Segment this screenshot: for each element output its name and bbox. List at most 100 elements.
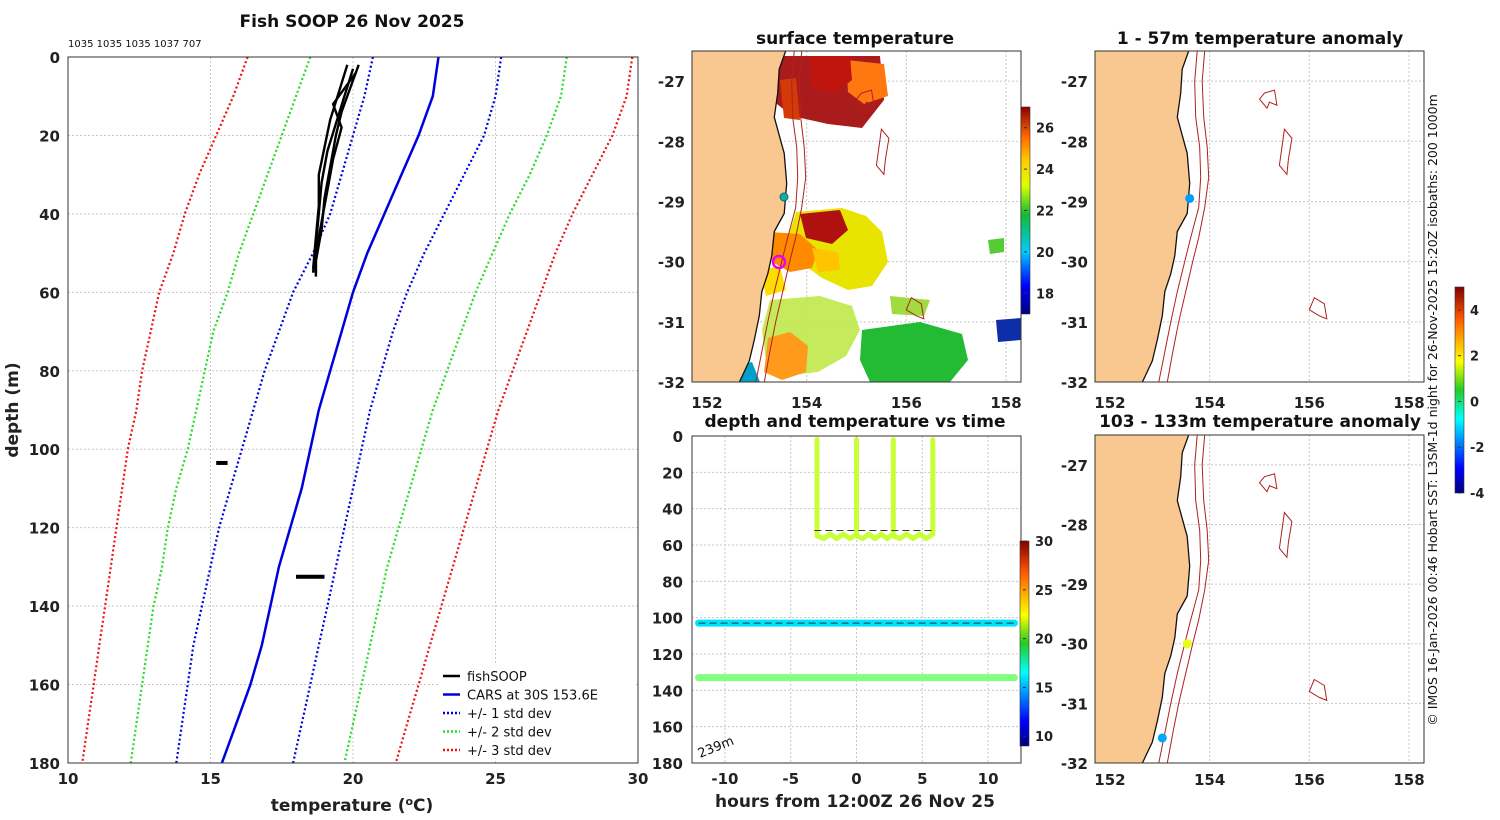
colorbar-tick-label: 2 bbox=[1470, 350, 1479, 365]
seamount-isobath bbox=[1278, 511, 1293, 559]
profile-curve--2-std-dev bbox=[343, 56, 568, 764]
seamount-isobath bbox=[1258, 473, 1278, 493]
map-lat-tick-label: -31 bbox=[658, 314, 685, 332]
map-lat-tick-label: -28 bbox=[658, 133, 685, 151]
profile-y-tick-label: 20 bbox=[39, 127, 60, 145]
profile-y-tick-label: 140 bbox=[29, 598, 60, 616]
map-lat-tick-label: -32 bbox=[658, 374, 685, 392]
profile-x-tick-label: 30 bbox=[628, 770, 649, 788]
colorbar-tick-label: 10 bbox=[1035, 730, 1053, 745]
profile-y-ticks: 0 20 40 60 80 100 120 140 160 180 bbox=[29, 49, 60, 773]
profile-panel: Fish SOOP 26 Nov 2025 1035 1035 1035 103… bbox=[3, 12, 648, 816]
sst-field bbox=[728, 56, 1021, 382]
time-series-panel: depth and temperature vs time -10 -5 0 5 100… bbox=[652, 412, 1053, 812]
ts-y-tick-label: 100 bbox=[652, 610, 683, 628]
anomaly2-isobaths bbox=[1158, 435, 1328, 763]
colorbar-tick-label: -2 bbox=[1470, 441, 1484, 456]
map-lat-tick-label: -32 bbox=[1061, 755, 1088, 773]
map-lon-tick-label: 154 bbox=[1194, 771, 1225, 789]
anomaly-point bbox=[1182, 639, 1192, 649]
map-lon-tick-label: 152 bbox=[1094, 771, 1125, 789]
profile-x-tick-label: 15 bbox=[200, 770, 221, 788]
map-lat-tick-label: -30 bbox=[658, 254, 685, 272]
ts-x-tick-label: -10 bbox=[711, 770, 738, 788]
sst-isobaths bbox=[755, 51, 925, 382]
map-lat-tick-label: -28 bbox=[1061, 133, 1088, 151]
anomaly1-coastline bbox=[1095, 51, 1191, 382]
profile-curve-cars-at-30s-153-6e bbox=[220, 56, 440, 764]
sst-map-panel: surface temperature bbox=[658, 29, 1054, 412]
anomaly2-points bbox=[1157, 639, 1192, 743]
ts-x-tick-label: 10 bbox=[978, 770, 999, 788]
anomaly1-axes-frame bbox=[1094, 50, 1425, 383]
anomaly1-points bbox=[1185, 193, 1195, 203]
ts-xlabel: hours from 12:00Z 26 Nov 25 bbox=[715, 792, 995, 812]
map-lat-tick-label: -29 bbox=[1061, 193, 1088, 211]
ts-y-tick-label: 160 bbox=[652, 719, 683, 737]
anomaly-point bbox=[1185, 193, 1195, 203]
isobath-1000m bbox=[763, 51, 807, 382]
profile-curve--3-std-dev bbox=[394, 56, 634, 764]
seamount-isobath bbox=[1258, 89, 1278, 110]
ts-series bbox=[695, 437, 1018, 682]
ts-title: depth and temperature vs time bbox=[705, 412, 1006, 432]
ts-colorbar-ticks: 30 25 20 15 10 bbox=[1023, 535, 1053, 745]
map-lat-tick-label: -27 bbox=[1061, 457, 1088, 475]
profile-x-ticks: 10 15 20 25 30 bbox=[58, 770, 649, 788]
colorbar-tick-label: 30 bbox=[1035, 535, 1053, 550]
map-lon-tick-label: 158 bbox=[1393, 394, 1424, 412]
profile-y-tick-label: 100 bbox=[29, 441, 60, 459]
legend-box bbox=[438, 664, 634, 758]
profile-title: Fish SOOP 26 Nov 2025 bbox=[240, 12, 465, 32]
fishsoop-profile-line bbox=[314, 71, 357, 273]
seamount-isobath bbox=[905, 296, 925, 320]
colorbar-tick-label: 18 bbox=[1036, 287, 1054, 302]
anomaly1-isobaths bbox=[1158, 51, 1328, 382]
anomaly2-coastline bbox=[1095, 435, 1191, 763]
profile-legend: fishSOOP CARS at 30S 153.6E +/- 1 std dev +… bbox=[438, 664, 634, 759]
map-lon-tick-label: 152 bbox=[1094, 394, 1125, 412]
map-lon-tick-label: 156 bbox=[1294, 394, 1325, 412]
ts-y-tick-label: 80 bbox=[662, 573, 683, 591]
map-lat-tick-label: -27 bbox=[658, 73, 685, 91]
isobath-200m bbox=[755, 51, 799, 382]
ts-y-tick-label: 120 bbox=[652, 646, 683, 664]
map-lat-tick-label: -30 bbox=[1061, 636, 1088, 654]
colorbar-tick-label: 25 bbox=[1035, 584, 1053, 599]
profile-axes-frame bbox=[67, 56, 639, 764]
map-lon-tick-label: 158 bbox=[1393, 771, 1424, 789]
legend-entry-label: +/- 1 std dev bbox=[467, 707, 552, 722]
map-lon-tick-label: 152 bbox=[691, 394, 722, 412]
ts-y-tick-label: 20 bbox=[662, 464, 683, 482]
legend-entry-label: +/- 3 std dev bbox=[467, 744, 552, 759]
seamount-isobath bbox=[855, 89, 875, 110]
sst-map-area bbox=[692, 51, 1021, 382]
map-lon-tick-label: 156 bbox=[1294, 771, 1325, 789]
map-lat-tick-label: -31 bbox=[1061, 695, 1088, 713]
ts-y-tick-label: 40 bbox=[662, 501, 683, 519]
anomaly-colorbar bbox=[1454, 286, 1465, 494]
anomaly1-title: 1 - 57m temperature anomaly bbox=[1117, 29, 1403, 49]
map-lon-tick-label: 154 bbox=[791, 394, 822, 412]
profile-curve--1-std-dev bbox=[292, 56, 503, 764]
profile-curves bbox=[81, 56, 634, 764]
colorbar-tick-label: 22 bbox=[1036, 205, 1054, 220]
isobath-1000m bbox=[1166, 51, 1210, 382]
legend-entry-label: fishSOOP bbox=[467, 670, 527, 685]
profile-gridlines bbox=[67, 56, 639, 764]
profile-y-tick-label: 40 bbox=[39, 206, 60, 224]
map-lat-tick-label: -29 bbox=[1061, 576, 1088, 594]
anomaly1-axis-ticks: 152 154 156 158 -27 -28 -29 -30 -31 -32 bbox=[1061, 73, 1425, 412]
sst-colorbar-ticks: 26 24 22 20 18 bbox=[1024, 122, 1054, 302]
ts-x-tick-label: -5 bbox=[782, 770, 799, 788]
ts-y-tick-label: 180 bbox=[652, 755, 683, 773]
seamount-isobath bbox=[1308, 296, 1328, 320]
ts-y-tick-label: 60 bbox=[662, 537, 683, 555]
profile-y-tick-label: 80 bbox=[39, 363, 60, 381]
colorbar-tick-label: 0 bbox=[1470, 395, 1479, 410]
profile-counts: 1035 1035 1035 1037 707 bbox=[68, 39, 202, 50]
anomaly2-title: 103 - 133m temperature anomaly bbox=[1099, 412, 1421, 432]
fishsoop-profiles bbox=[216, 64, 360, 579]
